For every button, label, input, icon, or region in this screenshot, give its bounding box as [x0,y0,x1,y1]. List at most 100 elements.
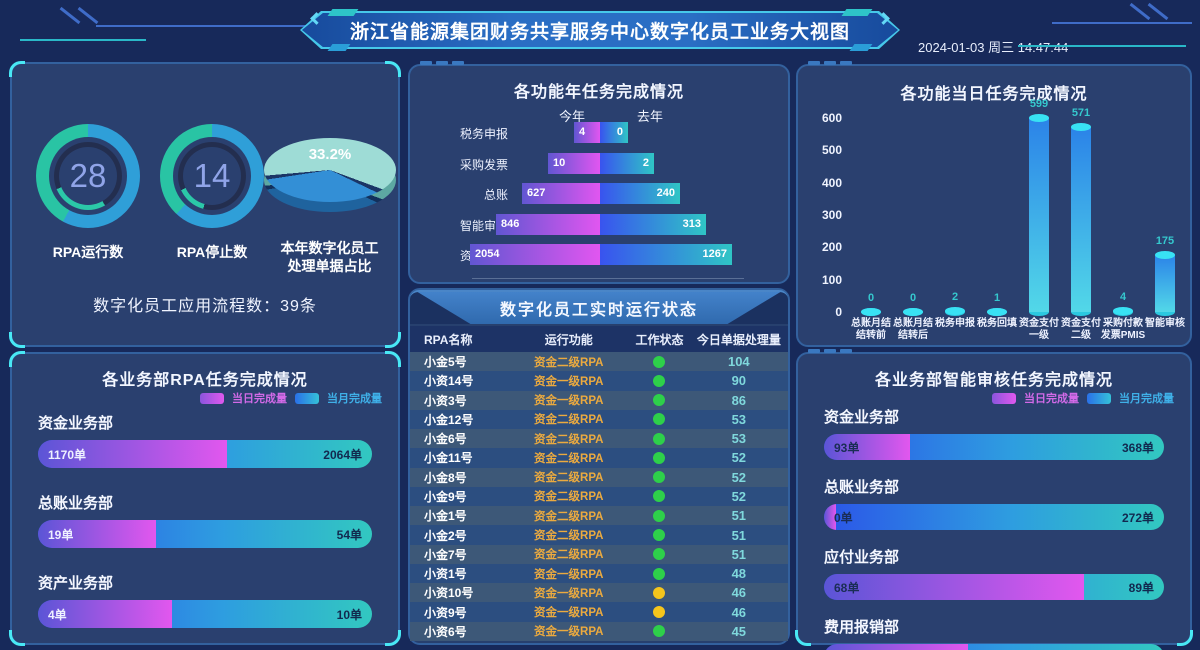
table-row: 小资14号 资金一级RPA 90 [410,371,788,391]
rpa-name: 小金5号 [424,355,467,370]
rpa-function: 资金二级RPA [534,433,604,446]
last-year-value: 1267 [702,248,727,260]
gauge-inner-ring [54,142,122,210]
status-dot-green [653,355,666,368]
rpa-name: 小资14号 [424,374,474,389]
table-banner: 数字化员工实时运行状态 [410,290,788,324]
gauge-inner-ring [178,142,246,210]
status-dot-yellow [653,606,666,619]
last-year-bar: 240 [600,183,680,204]
month-bar: 19单 54单 [38,520,372,548]
legend-month-label[interactable]: 当月完成量 [327,393,382,405]
rpa-function: 资金二级RPA [534,472,604,485]
legend-swatch-day[interactable] [992,392,1016,404]
day-bar [824,574,1084,600]
status-cell [629,394,689,407]
bar-value: 2 [951,291,959,303]
table-header: RPA名称 运行功能 工作状态 今日单据处理量 [410,326,788,352]
month-bar: 0单 272单 [824,504,1164,530]
banner-accent [849,44,873,51]
title-banner: 浙江省能源集团财务共享服务中心数字化员工业务大视图 [300,11,900,49]
cylinder-bar: 1 [987,292,1007,316]
panel-title: 各业务部智能审核任务完成情况 [874,372,1113,389]
qty-value: 46 [731,585,747,601]
bar-value: 1 [993,292,1001,304]
legend-swatch-day[interactable] [200,392,224,404]
qty-value: 104 [727,354,750,370]
rpa-function: 资金二级RPA [534,530,604,543]
status-dot-green [653,625,666,638]
rpa-name: 小金7号 [424,547,467,562]
gauge-value: 14 [193,157,231,194]
y-axis-tick: 600 [821,111,842,125]
month-value: 272单 [1121,510,1154,525]
dept-label: 资金业务部 [824,409,900,426]
qty-value: 86 [731,392,747,408]
rpa-function: 资金一级RPA [534,607,604,620]
bar-group: 资产业务部 4单 10单 [38,572,372,628]
dept-label: 总账业务部 [38,495,114,512]
rpa-function: 资金二级RPA [534,549,604,562]
qty-value: 52 [731,469,747,485]
series-label-this-year[interactable]: 今年 [558,109,585,124]
this-year-bar: 846 [496,213,600,235]
y-axis-tick: 400 [821,175,842,190]
month-bar: 1170单 2064单 [38,440,372,468]
day-value: 68单 [834,580,860,595]
status-dot-green [653,529,666,542]
cylinder-bar: 599 [1029,98,1049,316]
status-cell [629,548,689,561]
col-rpa-name: RPA名称 [424,332,473,347]
status-cell [629,567,689,580]
gauge-label: RPA停止数 [176,244,248,260]
rpa-function: 资金二级RPA [534,491,604,504]
pie-percentage: 33.2% [308,146,352,163]
panel-title: 各功能当日任务完成情况 [900,86,1088,103]
rpa-name: 小金11号 [424,451,473,466]
legend-month-label[interactable]: 当月完成量 [1119,393,1174,405]
this-year-bar: 2054 [470,244,600,265]
table-row: 小资10号 资金一级RPA 46 [410,583,788,603]
this-year-value: 627 [527,187,546,199]
dept-label: 资金业务部 [38,415,114,432]
legend-swatch-month[interactable] [1087,392,1111,404]
legend-day-label[interactable]: 当日完成量 [1024,393,1079,405]
panel-title: 各业务部RPA任务完成情况 [102,372,308,389]
y-axis-tick: 500 [821,143,842,158]
rpa-name: 小资9号 [424,605,467,620]
col-function: 运行功能 [544,332,593,347]
status-cell [629,509,689,522]
month-bar: 93单 368单 [824,434,1164,460]
funnel-row: 税务申报 4 0 [410,122,788,143]
flow-count-text: 数字化员工应用流程数：39条 [93,298,317,315]
bar-value: 0 [909,292,917,304]
bar-value: 599 [1029,98,1049,110]
pie-label: 本年数字化员工 处理单据占比 [280,240,379,274]
series-label-last-year[interactable]: 去年 [636,109,663,124]
rpa-name: 小金6号 [424,432,467,447]
qty-value: 46 [731,604,747,620]
y-axis-tick: 0 [835,305,842,319]
funnel-category: 智能审核 [459,218,508,233]
table-banner-trapezoid: 数字化员工实时运行状态 [417,292,781,324]
dept-label: 费用报销部 [824,619,900,636]
cylinder-bar: 0 [861,292,881,316]
legend-swatch-month[interactable] [295,392,319,404]
rpa-function: 资金二级RPA [534,356,604,369]
day-value: 4单 [48,607,67,622]
gauge-value: 28 [69,157,107,194]
legend-day-label[interactable]: 当日完成量 [232,393,287,405]
funnel-category: 采购发票 [459,157,508,172]
bar-value: 571 [1071,107,1091,119]
last-year-bar: 0 [600,122,628,143]
x-axis-label: 税务回填 [977,318,1017,329]
table-row: 小金2号 资金二级RPA 51 [410,525,788,545]
gauge-rpa-running: 28 [36,124,140,228]
rpa-name: 小金12号 [424,412,474,427]
panel-rpa-status: 数字化员工实时运行状态 RPA名称 运行功能 工作状态 今日单据处理量 小金5号… [408,288,790,645]
table-body: 小金5号 资金二级RPA 104 小资14号 资金一级RPA 90 小资3号 资金一级RPA 8… [410,352,788,641]
dept-label: 总账业务部 [824,479,900,496]
day-value: 1170单 [48,447,87,462]
table-row: 小金1号 资金二级RPA 51 [410,506,788,526]
